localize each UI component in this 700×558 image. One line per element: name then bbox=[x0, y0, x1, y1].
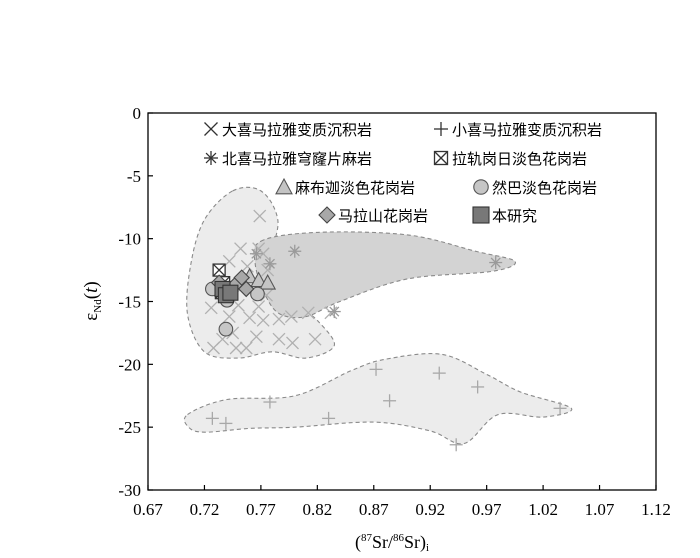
data-point-+ bbox=[263, 395, 277, 409]
legend-label: 马拉山花岗岩 bbox=[338, 207, 428, 225]
x-tick-label: 0.82 bbox=[302, 500, 332, 519]
data-point-x bbox=[222, 310, 236, 324]
legend-marker bbox=[318, 206, 336, 224]
legend-marker bbox=[275, 177, 293, 195]
y-tick-label: -5 bbox=[127, 167, 141, 186]
legend-marker bbox=[472, 206, 490, 224]
data-point-diamond bbox=[233, 269, 250, 286]
legend-label: 大喜马拉雅变质沉积岩 bbox=[222, 121, 372, 139]
data-point-asterisk bbox=[327, 305, 341, 319]
data-point-x bbox=[204, 301, 218, 315]
data-point-asterisk bbox=[288, 244, 302, 258]
data-point-asterisk bbox=[249, 247, 263, 261]
data-point-+ bbox=[205, 411, 219, 425]
y-tick-label: 0 bbox=[133, 104, 142, 123]
y-tick-label: -15 bbox=[118, 293, 141, 312]
legend-entry: 本研究 bbox=[472, 206, 537, 225]
data-point-x bbox=[301, 306, 315, 320]
data-point-+ bbox=[383, 394, 397, 408]
data-point-x bbox=[229, 341, 243, 355]
data-point-+ bbox=[471, 380, 485, 394]
data-point-square-x bbox=[212, 263, 226, 277]
legend-marker bbox=[204, 151, 218, 165]
x-tick-label: 1.02 bbox=[528, 500, 558, 519]
regions-layer bbox=[183, 186, 573, 445]
data-point-+ bbox=[219, 416, 233, 430]
data-point-triangle bbox=[250, 271, 268, 288]
legend-label: 然巴淡色花岗岩 bbox=[492, 179, 597, 197]
data-point-+ bbox=[449, 438, 463, 452]
y-tick-label: -10 bbox=[118, 230, 141, 249]
legend-marker bbox=[204, 122, 218, 136]
legend-entry: 麻布迦淡色花岗岩 bbox=[275, 177, 415, 197]
data-point-x bbox=[239, 341, 253, 355]
field-region-3 bbox=[183, 353, 573, 445]
data-point-asterisk bbox=[489, 256, 503, 270]
x-tick-label: 0.97 bbox=[472, 500, 502, 519]
legend-label: 北喜马拉雅穹窿片麻岩 bbox=[222, 150, 372, 168]
x-tick-label: 1.12 bbox=[641, 500, 671, 519]
field-region-2 bbox=[253, 231, 517, 319]
legend-entry: 拉轨岗日淡色花岗岩 bbox=[433, 150, 587, 168]
data-point-x bbox=[256, 247, 270, 261]
data-point-diamond bbox=[237, 280, 255, 298]
data-point-x bbox=[286, 336, 299, 350]
legend-entry: 小喜马拉雅变质沉积岩 bbox=[434, 121, 602, 139]
x-tick-label: 0.92 bbox=[415, 500, 445, 519]
data-point-+ bbox=[322, 411, 336, 425]
data-point-x bbox=[253, 209, 267, 223]
data-point-x bbox=[231, 298, 245, 312]
data-point-x bbox=[272, 332, 286, 346]
legend-label: 小喜马拉雅变质沉积岩 bbox=[452, 121, 602, 139]
data-point-+ bbox=[369, 362, 383, 376]
legend-label: 拉轨岗日淡色花岗岩 bbox=[452, 150, 587, 168]
data-point-circle bbox=[218, 321, 234, 337]
legend-entry: 大喜马拉雅变质沉积岩 bbox=[204, 121, 372, 139]
data-point-x bbox=[252, 300, 266, 313]
legend-marker bbox=[434, 122, 448, 136]
data-point-x bbox=[272, 312, 286, 326]
y-tick-label: -25 bbox=[118, 418, 141, 437]
x-tick-label: 0.72 bbox=[190, 500, 220, 519]
data-point-+ bbox=[432, 366, 446, 380]
points-layer bbox=[204, 209, 567, 452]
legend-label: 本研究 bbox=[492, 207, 537, 225]
x-tick-label: 0.87 bbox=[359, 500, 389, 519]
ticks-layer: 0.67 0.72 0.77 0.82 0.87 0.92 0.97 1.02 1.07 1.12… bbox=[118, 104, 671, 519]
x-tick-label: 0.67 bbox=[133, 500, 163, 519]
data-point-x bbox=[207, 341, 220, 355]
y-tick-label: -30 bbox=[118, 481, 141, 500]
legend-entry: 马拉山花岗岩 bbox=[318, 206, 428, 225]
legend-entry: 北喜马拉雅穹窿片麻岩 bbox=[204, 150, 372, 168]
data-point-triangle bbox=[259, 273, 277, 290]
y-axis-label: εNd(t) bbox=[81, 281, 104, 320]
legend-marker bbox=[473, 179, 489, 195]
legend-entry: 然巴淡色花岗岩 bbox=[473, 179, 597, 197]
data-point-x bbox=[256, 313, 270, 327]
data-point-asterisk bbox=[263, 257, 277, 271]
data-point-x bbox=[234, 242, 248, 256]
legend-label: 麻布迦淡色花岗岩 bbox=[295, 179, 415, 197]
x-tick-label: 0.77 bbox=[246, 500, 276, 519]
data-point-x bbox=[243, 311, 257, 325]
x-axis-label: (87Sr/86Sr)i bbox=[355, 532, 429, 554]
data-point-square bbox=[222, 284, 239, 301]
data-point-x bbox=[308, 332, 322, 346]
data-point-circle bbox=[250, 286, 265, 302]
data-point-x bbox=[249, 330, 263, 344]
y-tick-label: -20 bbox=[118, 355, 141, 374]
x-tick-label: 1.07 bbox=[585, 500, 615, 519]
data-point-x bbox=[240, 259, 254, 273]
data-point-x bbox=[284, 310, 298, 324]
data-point-+ bbox=[553, 401, 567, 415]
legend-marker bbox=[433, 150, 449, 166]
